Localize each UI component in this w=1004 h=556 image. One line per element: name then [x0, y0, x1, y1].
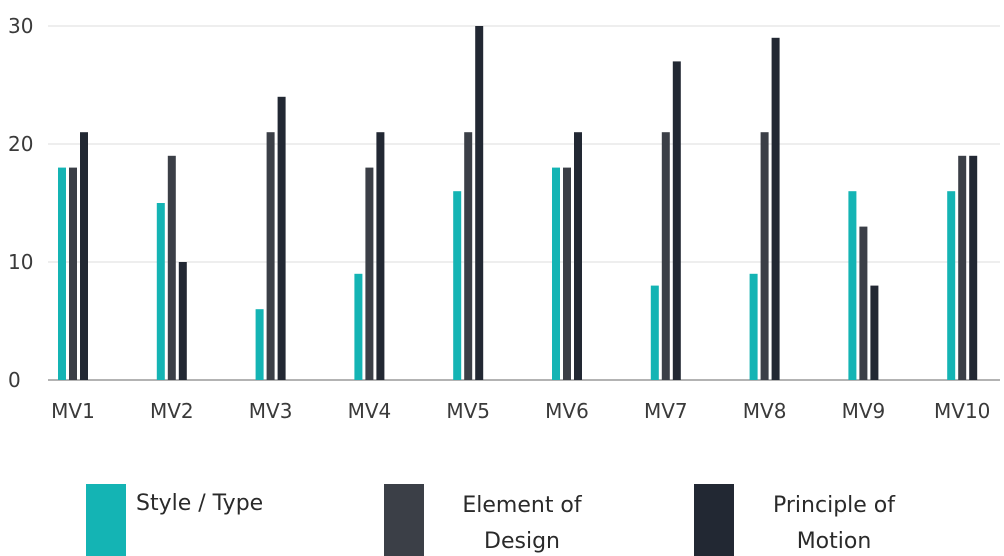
bars [58, 26, 978, 381]
x-tick-label: MV9 [842, 399, 886, 423]
legend-item: Principle of Motion [694, 484, 896, 556]
x-tick-label: MV3 [249, 399, 293, 423]
x-axis-tick-labels: MV1 MV2 MV3 MV4 MV5 MV6 MV7 MV8 MV9 MV10 [51, 399, 990, 423]
legend-swatch [384, 484, 424, 556]
bar [947, 191, 956, 380]
x-tick-label: MV1 [51, 399, 95, 423]
legend: Style / Type Element of Design Principle of… [86, 484, 896, 556]
bar [354, 273, 363, 380]
bar [156, 203, 165, 380]
y-tick-label: 10 [8, 250, 33, 274]
y-tick-label: 30 [8, 14, 33, 38]
bar [958, 155, 967, 380]
legend-label: Element of [462, 493, 583, 518]
bar [771, 37, 780, 381]
bar [552, 167, 560, 380]
x-tick-label: MV5 [446, 399, 490, 423]
bar [475, 26, 484, 380]
bar [69, 167, 77, 380]
legend-item: Style / Type [86, 484, 263, 556]
bar [749, 273, 758, 380]
bar [266, 132, 275, 380]
bar [760, 132, 769, 380]
bar [178, 262, 187, 380]
bar [453, 191, 462, 380]
bar [80, 132, 88, 380]
bar [167, 155, 176, 380]
bar [859, 226, 868, 380]
legend-label-line2: Design [484, 529, 560, 554]
legend-swatch [86, 484, 126, 556]
x-tick-label: MV6 [545, 399, 589, 423]
bar [58, 167, 66, 380]
x-tick-label: MV4 [348, 399, 392, 423]
bar [563, 167, 571, 380]
grid-lines [48, 25, 1000, 381]
y-tick-label: 20 [8, 132, 33, 156]
bar [376, 132, 385, 380]
bar [969, 155, 978, 380]
y-tick-label: 0 [8, 368, 21, 392]
y-axis-tick-labels: 0 10 20 30 [8, 14, 33, 392]
bar [365, 167, 374, 380]
bar [464, 132, 473, 380]
legend-label: Principle of [773, 493, 896, 518]
x-tick-label: MV2 [150, 399, 194, 423]
bar [672, 61, 681, 381]
x-tick-label: MV8 [743, 399, 787, 423]
bar [870, 285, 879, 380]
legend-label: Style / Type [136, 491, 263, 516]
legend-label-line2: Motion [797, 529, 872, 554]
bar [277, 96, 286, 381]
bar [255, 309, 264, 380]
bar [574, 132, 582, 380]
bar [848, 191, 857, 380]
bar [650, 285, 659, 380]
legend-item: Element of Design [384, 484, 583, 556]
bar [661, 132, 670, 380]
x-tick-label: MV7 [644, 399, 688, 423]
x-tick-label: MV10 [934, 399, 990, 423]
legend-swatch [694, 484, 734, 556]
